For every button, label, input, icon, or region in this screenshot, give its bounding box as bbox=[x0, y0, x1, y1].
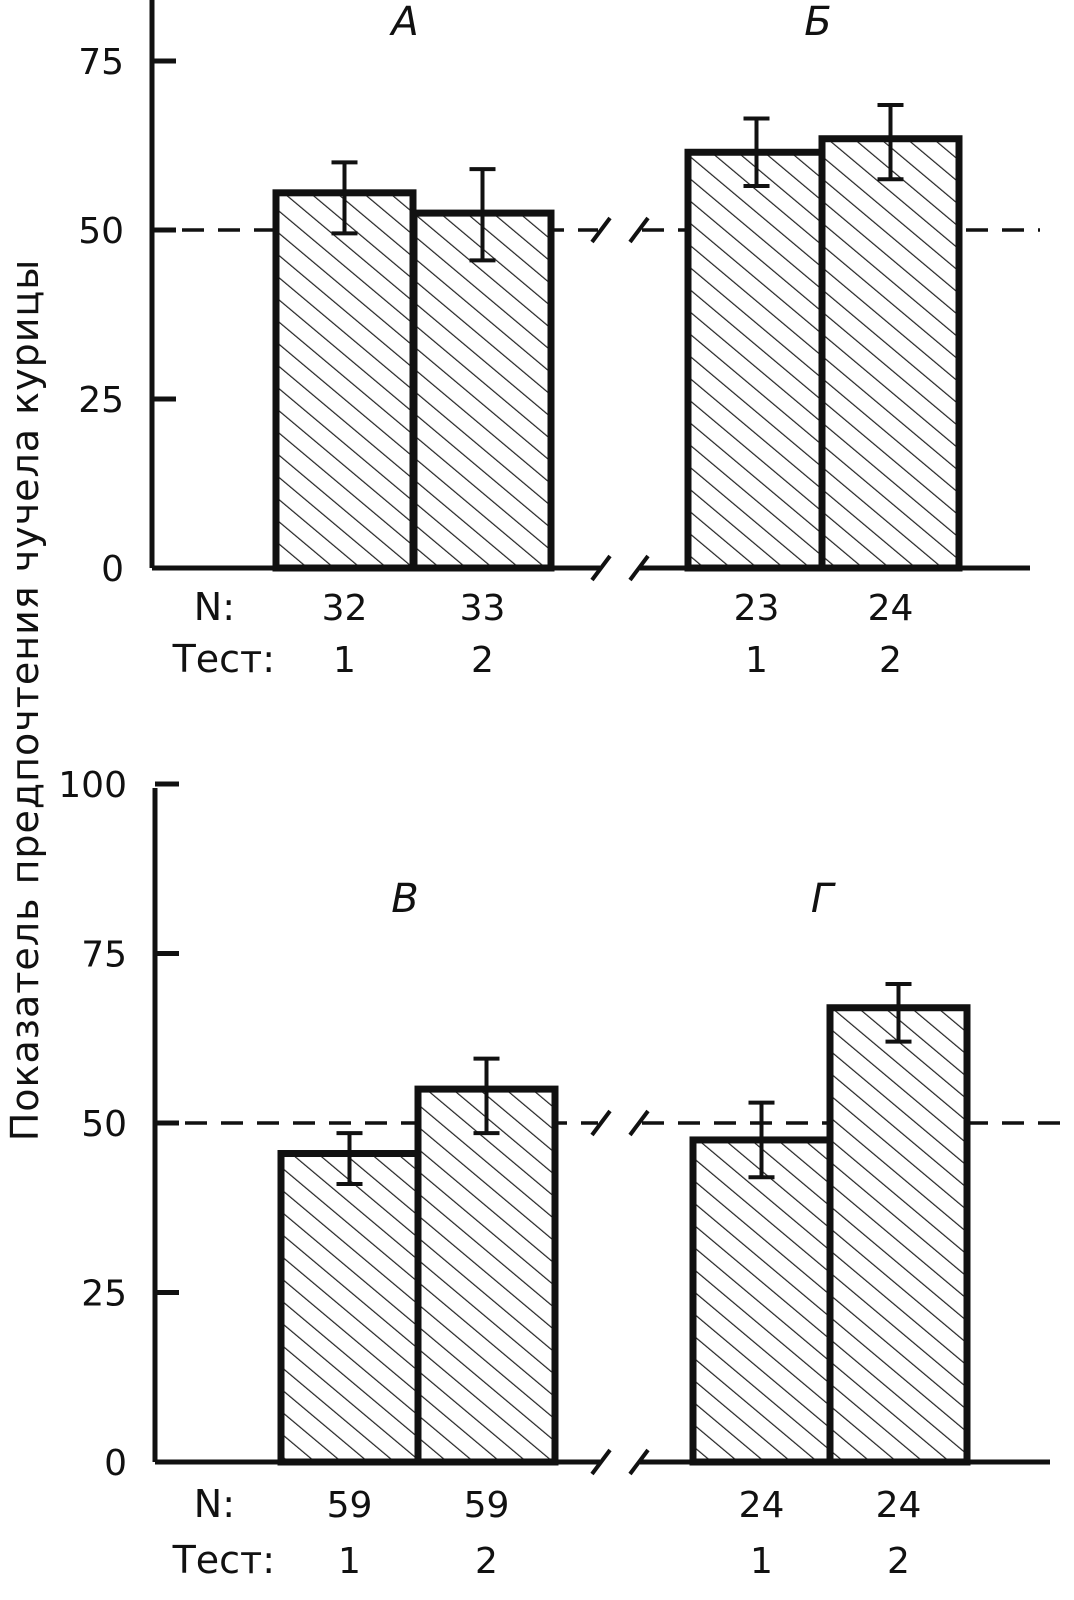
chart-bottom: 0 25 50 75 100 N: Тест: В 59 1 59 2 Г 24 1 24 2 bbox=[58, 765, 1060, 1582]
reference-break-mark bbox=[590, 1109, 612, 1137]
bar-test-label: 1 bbox=[333, 640, 356, 681]
reference-break-mark bbox=[628, 216, 650, 244]
panel-label: Б bbox=[804, 0, 831, 45]
bar-test-label: 1 bbox=[750, 1541, 773, 1582]
test-row-label: Тест: bbox=[172, 1538, 275, 1582]
bar-n-label: 59 bbox=[327, 1485, 373, 1526]
axis-break-mark bbox=[590, 554, 612, 582]
y-tick-label: 50 bbox=[78, 211, 124, 252]
bar-test-label: 2 bbox=[471, 640, 494, 681]
y-tick-label: 75 bbox=[81, 935, 127, 976]
y-tick-label: 25 bbox=[81, 1274, 127, 1315]
panel-label: Г bbox=[811, 876, 836, 922]
bar bbox=[826, 1004, 971, 1466]
n-row-label: N: bbox=[194, 585, 235, 629]
y-tick-label: 0 bbox=[101, 549, 124, 590]
y-tick-label: 50 bbox=[81, 1104, 127, 1145]
bar-n-label: 23 bbox=[734, 588, 780, 629]
bar bbox=[684, 148, 829, 572]
n-row-label: N: bbox=[194, 1482, 235, 1526]
bar bbox=[689, 1136, 834, 1466]
y-axis-label: Показатель предпочтения чучела курицы bbox=[3, 259, 47, 1142]
bar-test-label: 2 bbox=[887, 1541, 910, 1582]
axis-break-mark bbox=[590, 1448, 612, 1476]
bar-n-label: 32 bbox=[322, 588, 368, 629]
bar bbox=[272, 189, 417, 572]
axis-break-mark bbox=[628, 554, 650, 582]
reference-break-mark bbox=[628, 1109, 650, 1137]
bar-n-label: 24 bbox=[868, 588, 914, 629]
bar bbox=[277, 1150, 422, 1466]
axis-break-mark bbox=[628, 1448, 650, 1476]
y-tick-label: 100 bbox=[58, 765, 127, 806]
panel-label: В bbox=[391, 876, 418, 922]
panel-label: А bbox=[388, 0, 418, 45]
reference-break-mark bbox=[590, 216, 612, 244]
bar-test-label: 1 bbox=[745, 640, 768, 681]
y-tick-label: 25 bbox=[78, 380, 124, 421]
bar-test-label: 2 bbox=[879, 640, 902, 681]
bar-test-label: 2 bbox=[475, 1541, 498, 1582]
bar-test-label: 1 bbox=[338, 1541, 361, 1582]
y-tick-label: 75 bbox=[78, 42, 124, 83]
bar bbox=[818, 135, 963, 572]
bar bbox=[410, 209, 555, 572]
bar-n-label: 59 bbox=[464, 1485, 510, 1526]
bar-n-label: 33 bbox=[460, 588, 506, 629]
bar-n-label: 24 bbox=[876, 1485, 922, 1526]
chart-top: 0 25 50 75 N: Тест: А 32 1 33 2 Б 23 1 24 2 bbox=[78, 0, 1040, 681]
bar-n-label: 24 bbox=[739, 1485, 785, 1526]
bar bbox=[414, 1085, 559, 1466]
y-tick-label: 0 bbox=[104, 1443, 127, 1484]
test-row-label: Тест: bbox=[172, 637, 275, 681]
